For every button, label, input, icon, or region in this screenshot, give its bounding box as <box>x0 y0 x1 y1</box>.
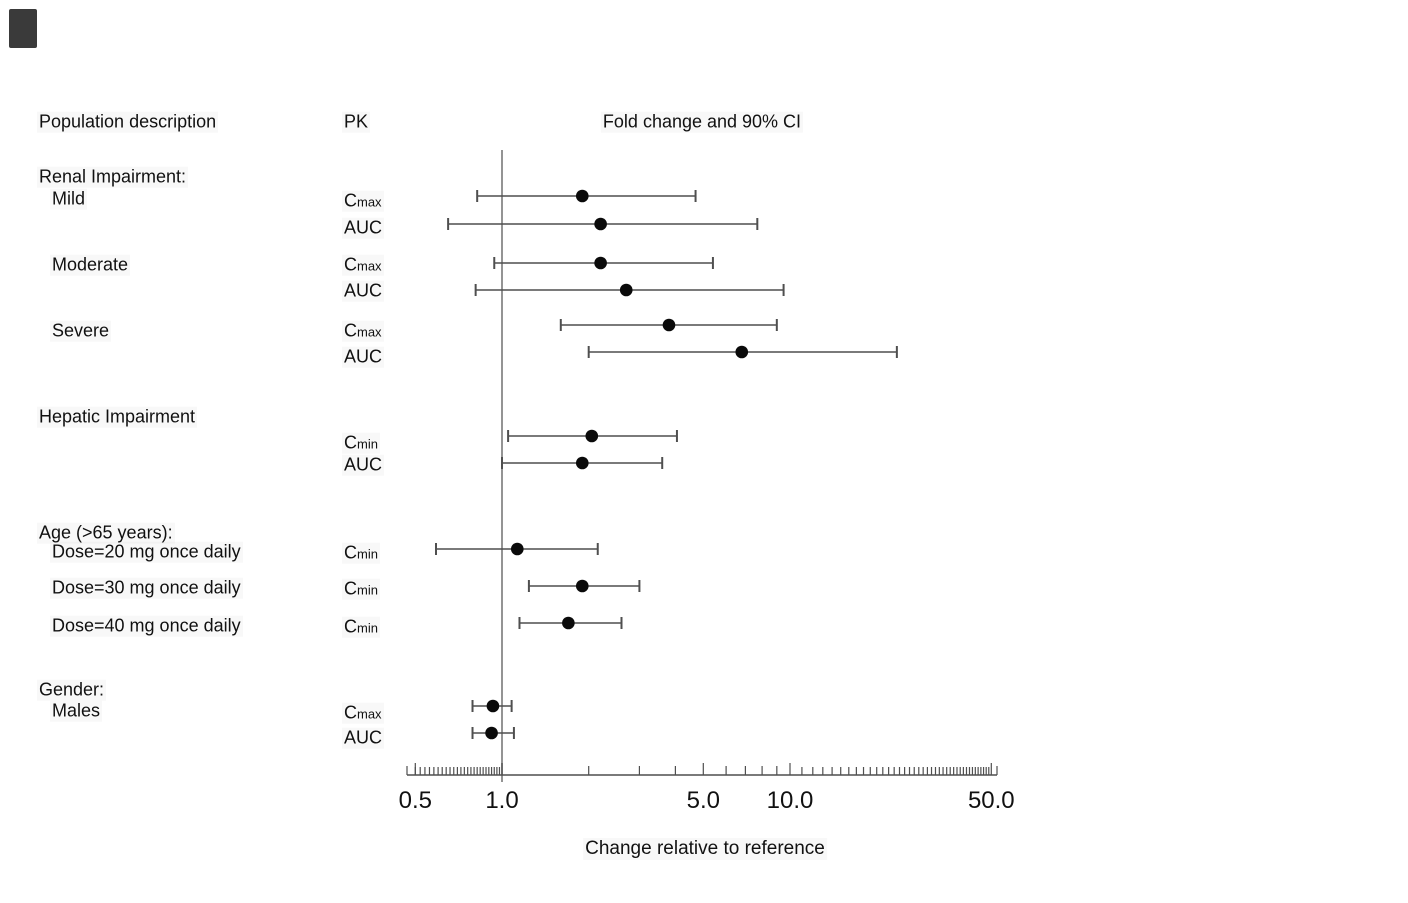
pk-base: AUC <box>344 346 383 367</box>
population-label: Severe <box>52 320 110 341</box>
pk-parameter-label: Cmax <box>342 321 384 342</box>
point-estimate-dot <box>594 256 607 270</box>
x-tick-label: 5.0 <box>687 787 720 814</box>
pk-base: C <box>344 616 357 637</box>
pk-parameter-label: AUC <box>342 728 384 749</box>
pk-parameter-label: Cmax <box>342 703 384 724</box>
pk-subscript: min <box>357 582 378 598</box>
pk-parameter-label: Cmax <box>342 191 384 212</box>
population-label: Moderate <box>52 254 129 275</box>
pk-parameter-label: AUC <box>342 281 384 302</box>
pk-base: C <box>344 702 357 723</box>
population-label: Males <box>52 700 101 721</box>
pk-base: C <box>344 190 357 211</box>
pk-base: AUC <box>344 727 383 748</box>
pk-base: C <box>344 432 357 453</box>
pk-parameter-label: AUC <box>342 347 384 368</box>
x-tick-label: 10.0 <box>767 787 814 814</box>
pk-subscript: max <box>357 324 382 340</box>
pk-base: AUC <box>344 217 383 238</box>
x-tick-label: 0.5 <box>399 787 432 814</box>
x-axis-title: Change relative to reference <box>585 838 825 859</box>
column-header-pk: PK <box>344 111 369 132</box>
pk-parameter-label: Cmin <box>342 617 380 638</box>
point-estimate-dot <box>575 189 589 203</box>
section-heading: Age (>65 years): <box>39 522 173 543</box>
point-estimate-dot <box>485 726 498 740</box>
section-heading: Renal Impairment: <box>39 166 187 187</box>
pk-subscript: min <box>357 436 378 452</box>
population-label: Dose=20 mg once daily <box>52 541 241 562</box>
pk-base: C <box>344 578 357 599</box>
x-tick-label: 1.0 <box>485 787 518 814</box>
point-estimate-dot <box>662 318 676 332</box>
point-estimate-dot <box>486 699 500 713</box>
x-tick-label: 50.0 <box>968 787 1015 814</box>
point-estimate-dot <box>585 429 599 443</box>
point-estimate-dot <box>594 217 607 231</box>
pk-subscript: min <box>357 620 378 636</box>
pk-parameter-label: AUC <box>342 218 384 239</box>
point-estimate-dot <box>619 283 633 297</box>
pk-base: C <box>344 254 357 275</box>
section-heading: Gender: <box>39 679 105 700</box>
population-label: Dose=40 mg once daily <box>52 615 241 636</box>
point-estimate-dot <box>575 579 589 593</box>
pk-base: AUC <box>344 454 383 475</box>
population-label: Mild <box>52 188 86 209</box>
pk-parameter-label: Cmax <box>342 255 384 276</box>
pk-base: C <box>344 320 357 341</box>
pk-parameter-label: AUC <box>342 455 384 476</box>
pk-parameter-label: Cmin <box>342 543 380 564</box>
pk-parameter-label: Cmin <box>342 579 380 600</box>
pk-base: C <box>344 542 357 563</box>
point-estimate-dot <box>575 456 589 470</box>
pk-base: AUC <box>344 280 383 301</box>
column-header-population: Population description <box>39 111 217 132</box>
population-label: Dose=30 mg once daily <box>52 577 241 598</box>
pk-subscript: max <box>357 258 382 274</box>
scan-artifact-mark <box>9 9 37 48</box>
section-heading: Hepatic Impairment <box>39 406 196 427</box>
point-estimate-dot <box>735 345 749 359</box>
pk-subscript: max <box>357 706 382 722</box>
point-estimate-dot <box>510 542 524 556</box>
point-estimate-dot <box>562 616 575 630</box>
pk-subscript: max <box>357 194 382 210</box>
pk-parameter-label: Cmin <box>342 433 380 454</box>
column-header-fold-change: Fold change and 90% CI <box>602 111 802 132</box>
pk-subscript: min <box>357 546 378 562</box>
